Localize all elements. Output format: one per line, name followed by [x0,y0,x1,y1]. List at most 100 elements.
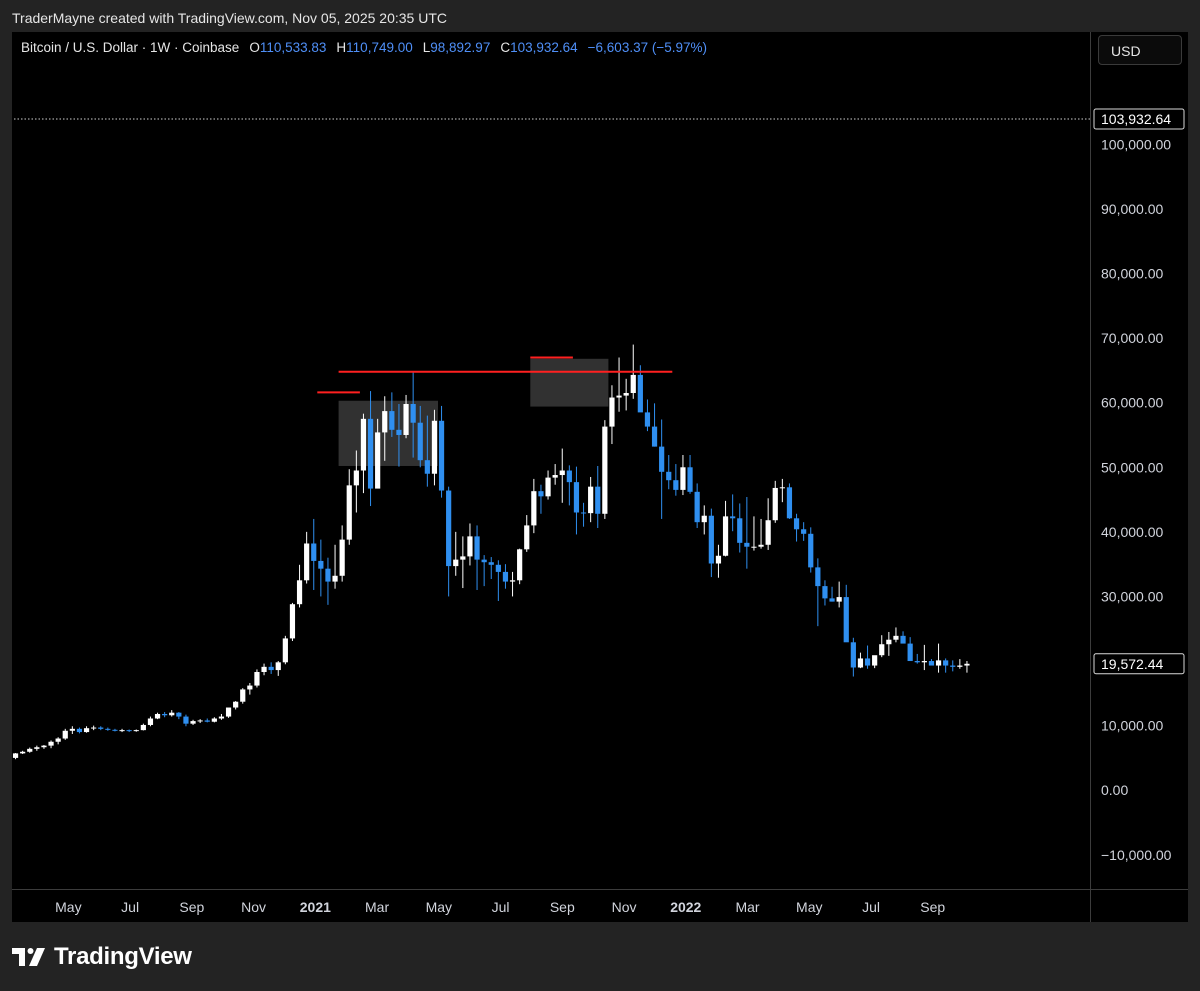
candle-body [481,559,487,563]
chart-panel[interactable]: 100,000.00 90,000.00 80,000.00 70,000.00 60,… [12,32,1188,922]
x-tick-label: May [55,899,81,915]
candle-body [112,729,118,731]
candle-body [722,516,729,556]
candle-body [495,564,501,572]
candle-body [879,644,885,656]
tradingview-logo-icon [12,948,45,966]
candle-body [680,467,686,490]
candle-body [545,477,551,497]
candle-body [765,520,771,545]
candle-body [829,598,835,602]
candle-body [339,539,345,576]
candle-body [424,460,430,474]
candlestick-chart[interactable]: 100,000.00 90,000.00 80,000.00 70,000.00 60,… [12,32,1188,922]
candle-body [872,655,878,666]
candle-body [367,418,374,489]
candle-body [886,639,892,645]
candle-body [304,543,310,581]
candle-body [233,701,239,708]
candle-body [254,672,260,686]
y-tick-label: 50,000.00 [1101,459,1163,475]
candle-body [183,716,189,724]
y-tick-label: 70,000.00 [1101,330,1163,346]
candle-body [772,487,778,521]
candle-body [389,411,395,430]
candle-body [779,487,785,489]
x-tick-label: Jul [862,899,880,915]
candle-body [91,727,97,729]
candle-body [197,720,203,722]
candle-body [98,727,104,729]
candle-body [864,658,871,666]
candle-body [928,661,935,666]
y-tick-label: 10,000.00 [1101,718,1163,734]
candle-body [602,426,608,514]
y-tick-label: 60,000.00 [1101,395,1163,411]
candle-body [793,518,800,530]
symbol-legend: Bitcoin / U.S. Dollar · 1W · Coinbase O11… [21,40,707,55]
candle-body [403,403,409,435]
candle-body [296,580,303,605]
candle-body [502,571,509,582]
open-value: 110,533.83 [259,40,327,55]
candle-body [261,666,267,673]
candle-body [154,713,161,719]
y-tick-label: 100,000.00 [1101,136,1171,152]
close-value: 103,932.64 [510,40,578,55]
candle-body [730,516,736,519]
candle-body [843,597,849,643]
candle-body [176,712,182,717]
candle-body [751,546,757,548]
candle-body [375,432,381,489]
candle-body [332,575,338,582]
candle-body [893,635,899,640]
candle-body [815,567,821,587]
chart-caption: TraderMayne created with TradingView.com… [12,10,447,26]
candle-body [268,666,274,671]
candle-body [396,429,402,435]
candle-body [83,728,90,733]
candle-body [247,685,253,690]
candle-body [900,635,906,644]
candle-body [552,475,558,478]
candle-body [204,720,210,722]
candle-body [438,420,445,491]
candle-body [914,661,920,663]
candle-body [446,490,452,567]
x-tick-label: Sep [550,899,575,915]
candle-body [240,689,246,702]
x-tick-label: Nov [612,899,637,915]
low-value: 98,892.97 [430,40,491,55]
candle-body [190,721,196,724]
x-tick-label: 2022 [670,899,701,915]
candle-body [573,482,580,513]
candle-body [360,418,367,471]
high-value: 110,749.00 [346,40,413,55]
y-tick-label: 30,000.00 [1101,588,1163,604]
candle-body [630,374,636,394]
candle-body [126,730,132,732]
y-tick-label: 0.00 [1101,782,1128,798]
symbol-name: Bitcoin / U.S. Dollar · 1W · Coinbase [21,40,240,55]
candle-body [659,446,665,472]
candle-body [588,486,594,514]
currency-button[interactable]: USD [1098,35,1182,65]
candle-body [950,665,956,667]
candle-body [119,730,125,732]
candle-body [41,745,47,748]
price-tag-label: 19,572.44 [1101,656,1163,672]
candle-body [580,512,587,514]
candle-body [964,663,970,666]
candle-body [744,542,750,547]
candle-body [673,480,679,490]
candle-body [644,412,651,427]
brand-name: TradingView [54,943,192,970]
x-tick-label: May [796,899,822,915]
price-tag-label: 103,932.64 [1101,111,1171,127]
brand-logo: TradingView [12,942,192,972]
candle-body [616,395,622,398]
candle-body [62,730,68,739]
candle-body [538,491,544,497]
candle-body [105,728,111,730]
supply-zone-2 [530,358,609,407]
